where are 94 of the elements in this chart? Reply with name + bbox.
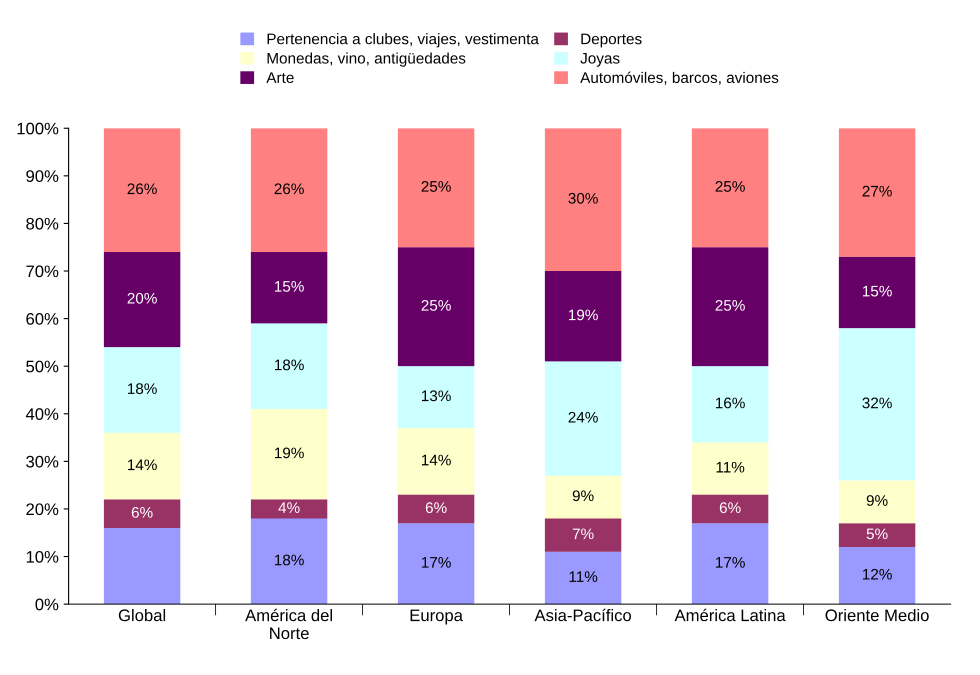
data-label: 24%: [568, 412, 598, 423]
data-label: 25%: [716, 300, 745, 311]
bar: [104, 432, 180, 500]
bar: [250, 323, 328, 410]
x-tick-label: Global: [118, 608, 166, 622]
bar: [838, 128, 916, 257]
data-label: 18%: [128, 383, 157, 394]
bar: [398, 366, 474, 428]
x-tick-label: América Latina: [674, 608, 786, 622]
bar: [250, 499, 328, 518]
bar: [250, 409, 328, 500]
data-label: 19%: [568, 310, 598, 320]
legend-label: Arte: [266, 72, 294, 84]
bar: [544, 518, 622, 552]
bar: [398, 128, 474, 248]
data-label: 25%: [422, 181, 451, 192]
bar: [104, 499, 180, 528]
legend-label: Automóviles, barcos, aviones: [580, 72, 778, 85]
legend-label: Monedas, vino, antigüedades: [268, 52, 466, 67]
y-tick-label: 90%: [26, 170, 58, 182]
data-label: 32%: [862, 398, 892, 408]
data-label: 18%: [274, 554, 304, 566]
bar: [104, 128, 180, 252]
data-label: 27%: [862, 186, 892, 197]
x-tick-label: Asia-Pacífico: [534, 608, 632, 622]
data-label: 7%: [572, 528, 594, 540]
bar: [692, 523, 768, 604]
bar: [838, 480, 916, 524]
y-tick-label: 70%: [26, 265, 58, 278]
data-label: 26%: [274, 183, 304, 194]
legend-label: Pertenencia a clubes, viajes, vestimenta: [268, 33, 539, 48]
bar: [250, 252, 328, 324]
data-label: 20%: [128, 292, 157, 304]
bar: [692, 494, 768, 524]
data-label: 11%: [570, 571, 598, 582]
data-label: 16%: [716, 398, 745, 408]
data-label: 4%: [278, 502, 300, 513]
y-tick-label: 40%: [26, 408, 58, 420]
data-label: 5%: [866, 528, 888, 540]
bar: [838, 256, 916, 328]
bar: [398, 247, 474, 366]
y-tick-label: 10%: [26, 550, 58, 563]
data-label: 30%: [568, 192, 598, 204]
bar: [104, 347, 180, 433]
bar: [398, 494, 474, 524]
data-label: 15%: [274, 281, 304, 292]
y-tick-label: 50%: [26, 360, 58, 372]
bar: [544, 552, 622, 604]
legend-label: Deportes: [581, 34, 642, 48]
data-label: 6%: [426, 502, 447, 514]
bar: [398, 523, 474, 604]
data-label: 17%: [716, 557, 745, 568]
data-label: 14%: [128, 459, 157, 470]
data-label: 25%: [422, 300, 451, 311]
bar: [104, 252, 180, 348]
x-tick-label: Oriente Medio: [826, 608, 929, 622]
bar: [692, 366, 768, 442]
data-label: 9%: [572, 490, 594, 502]
data-label: 6%: [720, 502, 741, 514]
bar: [250, 128, 328, 252]
bar: [544, 271, 622, 362]
y-tick-label: 100%: [18, 122, 58, 134]
data-label: 6%: [132, 506, 153, 518]
data-label: 18%: [274, 359, 304, 370]
data-label: 12%: [862, 568, 892, 580]
bar: [544, 476, 622, 518]
x-tick-label: Europa: [410, 610, 463, 625]
y-tick-label: 60%: [26, 313, 58, 325]
data-label: 25%: [716, 181, 745, 192]
legend-label: Joyas: [580, 53, 620, 67]
data-label: 13%: [422, 390, 451, 402]
data-label: 14%: [422, 454, 451, 466]
bar: [398, 428, 474, 495]
bar: [838, 328, 916, 480]
data-label: 15%: [862, 286, 892, 297]
y-tick-label: 0%: [35, 598, 58, 610]
bar: [692, 128, 768, 248]
x-tick-label: América del Norte: [245, 608, 332, 640]
data-label: 26%: [128, 183, 157, 194]
data-label: 11%: [716, 462, 744, 473]
bar: [250, 518, 328, 604]
y-tick-label: 20%: [26, 503, 58, 516]
bar: [838, 523, 916, 548]
y-tick-label: 80%: [26, 218, 58, 230]
data-label: 9%: [866, 495, 888, 506]
bar: [692, 442, 768, 495]
y-tick-label: 30%: [26, 456, 58, 468]
data-label: 17%: [422, 557, 451, 568]
bar: [544, 128, 622, 272]
bar: [838, 547, 916, 604]
data-label: 19%: [274, 448, 304, 458]
bar: [544, 361, 622, 476]
bar: [104, 528, 180, 604]
bar: [692, 247, 768, 366]
